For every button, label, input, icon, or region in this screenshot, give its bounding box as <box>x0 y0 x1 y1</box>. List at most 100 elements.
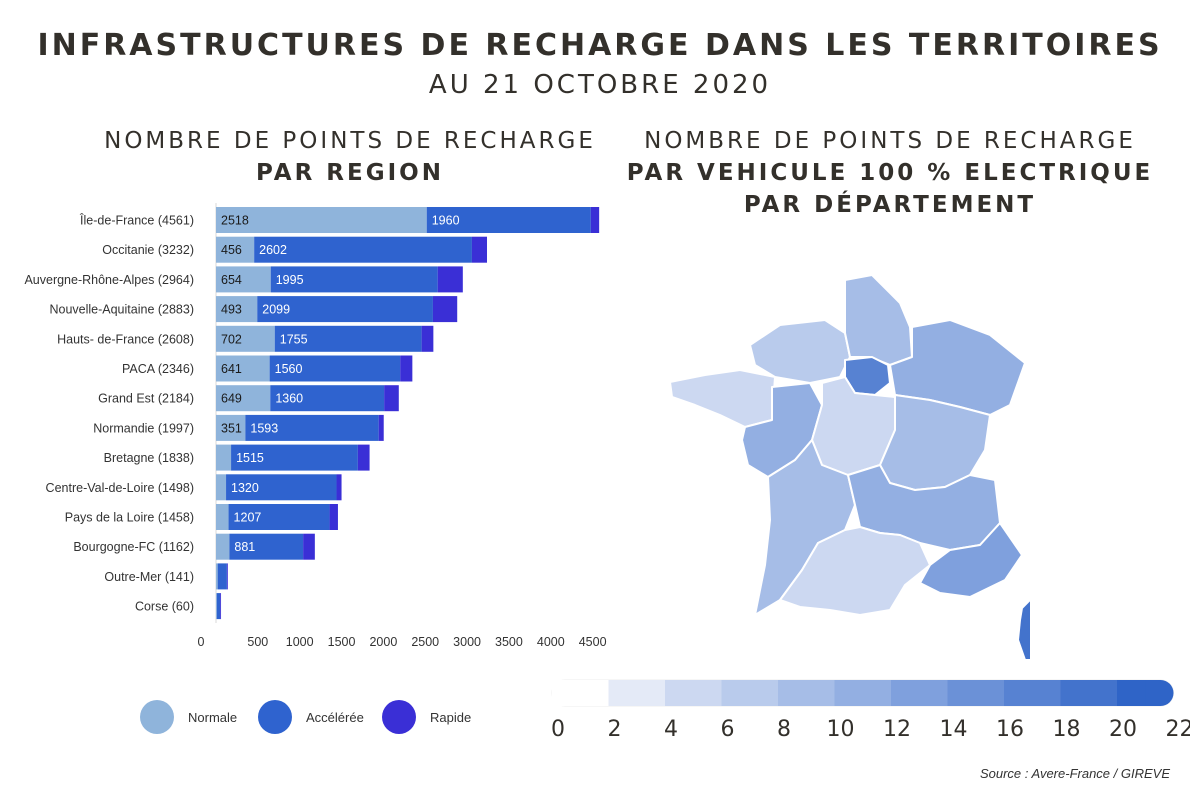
bar-segment-acceleree <box>231 444 358 471</box>
bar-segment-normale <box>216 266 271 293</box>
bar-data-label: 1755 <box>280 332 308 346</box>
bar-data-label: 881 <box>234 540 255 554</box>
bar-segment-normale <box>216 296 258 323</box>
bar-data-label: 1593 <box>250 421 278 435</box>
category-label: Auvergne-Rhône-Alpes (2964) <box>24 273 194 287</box>
bar-segment-acceleree <box>245 414 379 441</box>
bar-segment-rapide <box>220 593 222 620</box>
color-scale-legend: 0 2 4 6 8 10 12 14 16 18 20 22 <box>551 679 1191 742</box>
bar-segment-normale <box>216 325 275 352</box>
category-label: Bourgogne-FC (1162) <box>73 540 194 554</box>
category-label: PACA (2346) <box>122 362 194 376</box>
scale-tick-label: 18 <box>1053 717 1081 742</box>
category-label: Centre-Val-de-Loire (1498) <box>46 481 194 495</box>
x-tick-label: 4000 <box>537 635 565 649</box>
scale-tick-label: 6 <box>721 717 735 742</box>
bar-segment-acceleree <box>274 325 422 352</box>
bar-segment-acceleree <box>270 266 438 293</box>
scale-swatch <box>665 680 722 706</box>
scale-tick-label: 14 <box>940 717 968 742</box>
legend-rapide-label: Rapide <box>430 709 472 725</box>
bar-segment-normale <box>216 474 227 501</box>
map-region-corse <box>1017 598 1030 661</box>
bar-data-label: 1360 <box>275 392 303 406</box>
source-note: Source : Avere-France / GIREVE <box>979 766 1170 781</box>
x-tick-label: 1000 <box>286 635 314 649</box>
bar-data-label: 2602 <box>259 243 287 257</box>
category-label: Corse (60) <box>135 600 194 614</box>
legend-rapide: Rapide <box>382 700 471 734</box>
scale-tick-label: 8 <box>777 717 791 742</box>
bar-segment-rapide <box>378 414 384 441</box>
bar-data-label: 702 <box>221 332 242 346</box>
scale-swatch <box>834 680 891 706</box>
map-region-bretagne <box>669 369 776 428</box>
scale-swatch <box>891 680 948 706</box>
bar-segment-acceleree <box>270 385 385 412</box>
bar-segment-rapide <box>384 385 399 412</box>
bar-segment-normale <box>216 563 218 590</box>
scale-tick-label: 22 <box>1166 717 1191 742</box>
bar-segment-rapide <box>336 474 342 501</box>
bar-segment-normale <box>216 207 427 233</box>
bar-segment-acceleree <box>426 207 591 233</box>
bar-segment-rapide <box>437 266 463 293</box>
bar-data-label: 1560 <box>275 362 303 376</box>
map-region-hauts-de-france <box>844 274 913 366</box>
right-heading-line1: NOMBRE DE POINTS DE RECHARGE <box>644 128 1136 154</box>
bar-segment-acceleree <box>257 296 433 323</box>
x-tick-label: 0 <box>198 635 205 649</box>
legend-rapide-swatch <box>382 700 416 734</box>
bar-segment-acceleree <box>228 504 330 530</box>
scale-swatch-join <box>1117 680 1146 706</box>
bar-data-label: 493 <box>221 303 242 317</box>
bar-data-label: 641 <box>221 362 242 376</box>
category-label: Occitanie (3232) <box>102 243 194 257</box>
category-label: Pays de la Loire (1458) <box>65 511 194 525</box>
legend-normale-label: Normale <box>188 709 238 725</box>
x-tick-label: 1500 <box>328 635 356 649</box>
right-heading-line2: PAR VEHICULE 100 % ELECTRIQUE <box>626 160 1154 186</box>
scale-swatch <box>1004 680 1061 706</box>
map-region-paca <box>919 522 1023 598</box>
bar-segment-normale <box>216 504 229 530</box>
bar-segment-rapide <box>421 325 434 352</box>
bar-data-label: 1207 <box>234 511 262 525</box>
map-region-normandie <box>749 319 851 384</box>
bar-data-label: 654 <box>221 273 242 287</box>
legend-normale: Normale <box>140 700 237 734</box>
x-tick-label: 2500 <box>411 635 439 649</box>
left-heading-line2: PAR REGION <box>256 160 444 186</box>
scale-swatch <box>721 680 778 706</box>
bar-data-label: 456 <box>221 243 242 257</box>
category-label: Nouvelle-Aquitaine (2883) <box>49 303 194 317</box>
bar-segment-rapide <box>432 296 458 323</box>
right-heading-line3: PAR DÉPARTEMENT <box>743 192 1037 218</box>
bar-segment-rapide <box>590 207 600 233</box>
scale-swatch <box>608 680 665 706</box>
bar-segment-normale <box>216 533 230 560</box>
x-tick-label: 500 <box>247 635 268 649</box>
bar-data-label: 649 <box>221 392 242 406</box>
bar-data-label: 1515 <box>236 451 264 465</box>
bar-segment-acceleree <box>254 236 472 263</box>
bar-data-label: 2099 <box>262 303 290 317</box>
x-tick-label: 3000 <box>453 635 481 649</box>
x-tick-label: 2000 <box>369 635 397 649</box>
bar-data-label: 351 <box>221 421 242 435</box>
scale-tick-label: 2 <box>608 717 622 742</box>
bar-segment-acceleree <box>269 355 401 382</box>
scale-tick-label: 20 <box>1109 717 1137 742</box>
category-label: Normandie (1997) <box>93 421 194 435</box>
bar-segment-acceleree <box>229 533 304 560</box>
left-heading-line1: NOMBRE DE POINTS DE RECHARGE <box>104 128 596 154</box>
bar-segment-normale <box>216 444 232 471</box>
bar-segment-rapide <box>400 355 413 382</box>
bar-segment-acceleree <box>226 474 337 501</box>
scale-tick-label: 0 <box>551 717 565 742</box>
bar-segment-normale <box>216 414 246 441</box>
scale-tick-label: 16 <box>996 717 1024 742</box>
bar-data-label: 1320 <box>231 481 259 495</box>
bar-data-label: 1960 <box>432 214 460 228</box>
legend-normale-swatch <box>140 700 174 734</box>
